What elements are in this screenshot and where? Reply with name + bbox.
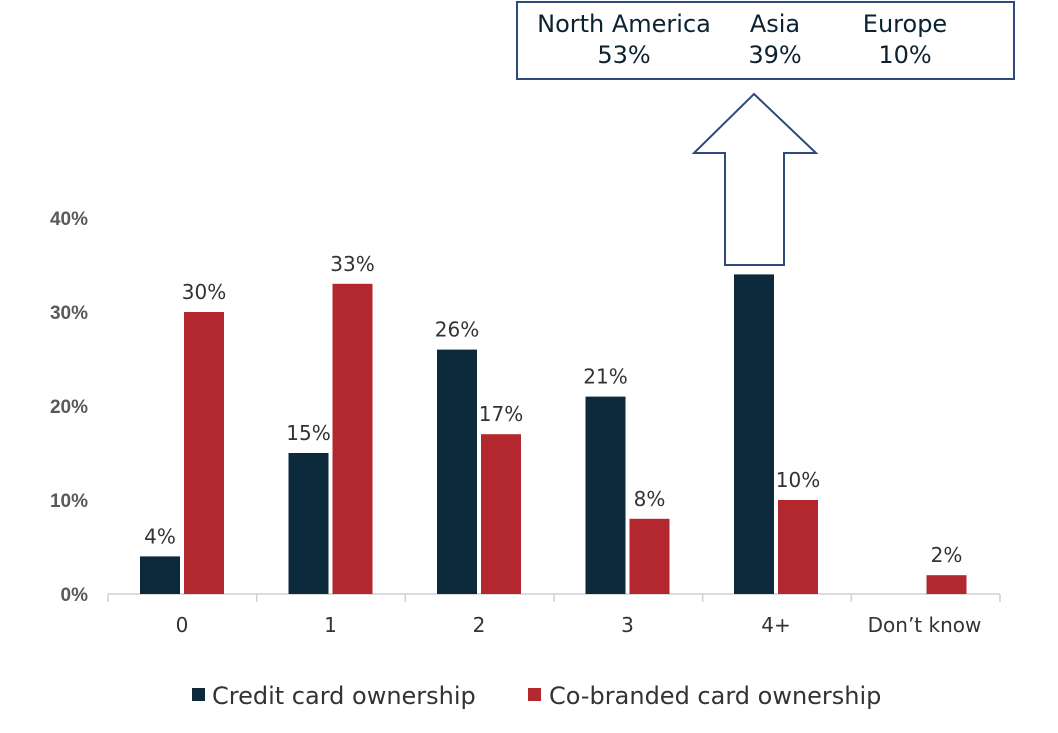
callout-arrow	[691, 92, 819, 266]
data-label: 4%	[144, 524, 176, 548]
legend-marker	[528, 688, 541, 701]
callout: North America 53% Asia 39% Europe 10%	[516, 1, 1015, 266]
bar	[140, 556, 180, 594]
data-label: 21%	[583, 365, 627, 389]
data-label: 33%	[330, 252, 374, 276]
legend-marker	[192, 688, 205, 701]
y-tick-label: 30%	[50, 303, 88, 324]
y-tick-label: 20%	[50, 397, 88, 418]
bar	[778, 500, 818, 594]
callout-region-value: 53%	[597, 41, 650, 69]
x-tick-label: 2	[473, 613, 486, 637]
data-label: 2%	[931, 543, 963, 567]
data-labels-layer: 4%15%26%21%34%30%33%17%8%10%2%	[144, 242, 962, 567]
data-label: 26%	[435, 318, 479, 342]
x-tick-label: 1	[324, 613, 337, 637]
x-tick-label: 4+	[761, 613, 790, 637]
y-tick-label: 40%	[50, 209, 88, 230]
bar	[926, 575, 967, 594]
axis-layer: 0% 10% 20% 30% 40% 0 1 2 3 4+ Don’t know	[50, 209, 1001, 637]
data-label: 17%	[479, 402, 523, 426]
legend-label: Co-branded card ownership	[549, 682, 881, 710]
bar	[734, 274, 774, 594]
x-tick-label: 3	[621, 613, 634, 637]
bar	[481, 434, 521, 594]
bar	[184, 312, 224, 594]
y-tick-label: 0%	[61, 585, 89, 606]
data-label: 8%	[634, 487, 666, 511]
callout-region-name: North America	[537, 10, 711, 38]
x-tick-label: Don’t know	[868, 613, 982, 637]
legend: Credit card ownership Co-branded card own…	[192, 682, 881, 710]
bar	[585, 396, 626, 594]
y-tick-label: 10%	[50, 491, 88, 512]
data-label: 10%	[776, 468, 820, 492]
bar	[629, 518, 670, 594]
callout-box	[516, 1, 1015, 80]
bar	[332, 283, 373, 594]
bar	[288, 453, 329, 594]
bars-layer	[140, 274, 967, 594]
bar	[437, 349, 477, 594]
callout-region-value: 10%	[878, 41, 931, 69]
callout-region-name: Europe	[863, 10, 947, 38]
callout-region-name: Asia	[750, 10, 800, 38]
callout-region-value: 39%	[748, 41, 801, 69]
x-tick-label: 0	[176, 613, 189, 637]
data-label: 30%	[182, 280, 226, 304]
legend-label: Credit card ownership	[212, 682, 476, 710]
data-label: 15%	[286, 421, 330, 445]
